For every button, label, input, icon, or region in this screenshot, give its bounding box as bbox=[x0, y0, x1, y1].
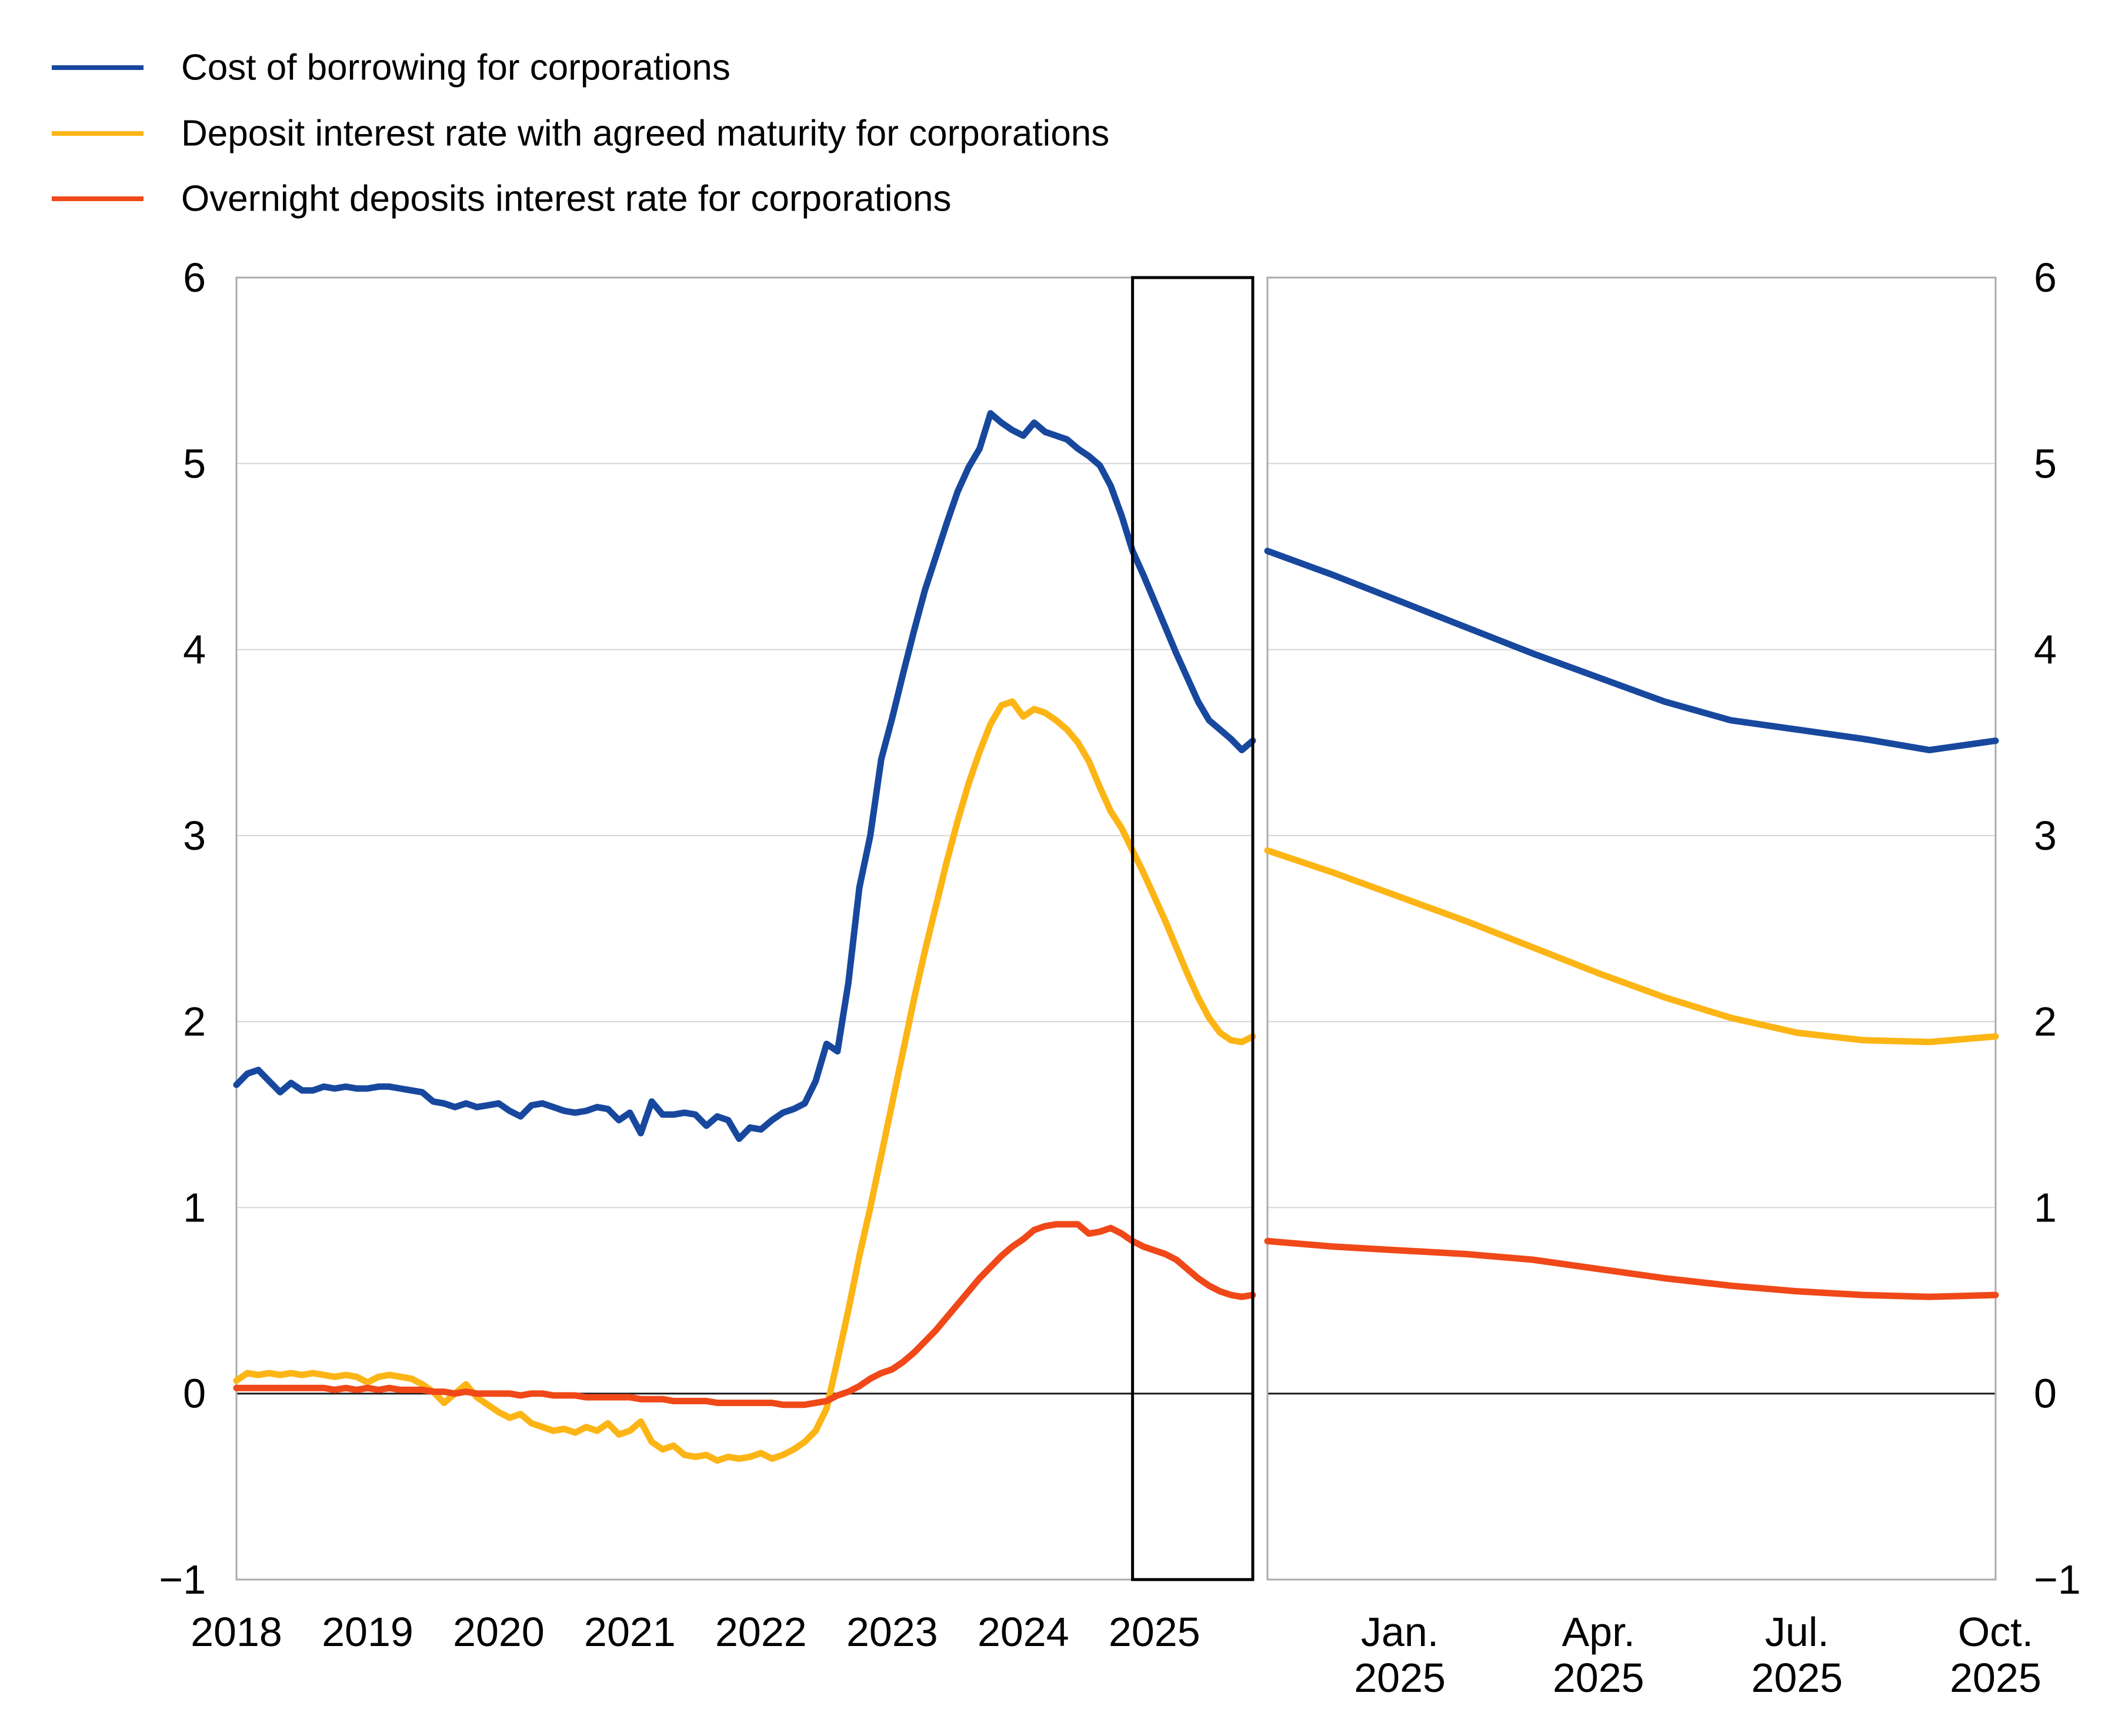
y-tick-label-right: 6 bbox=[2034, 255, 2057, 301]
x-tick-label-month: Oct. bbox=[1958, 1609, 2033, 1655]
x-tick-label-year: 2022 bbox=[715, 1609, 807, 1655]
legend-item: Overnight deposits interest rate for cor… bbox=[52, 179, 952, 219]
legend-label: Cost of borrowing for corporations bbox=[181, 48, 730, 88]
y-tick-label-right: −1 bbox=[2034, 1557, 2081, 1603]
y-tick-label-right: 2 bbox=[2034, 999, 2057, 1044]
highlight-box bbox=[1131, 276, 1255, 1581]
y-tick-label-right: 0 bbox=[2034, 1371, 2057, 1417]
x-tick-label-year: 2023 bbox=[846, 1609, 938, 1655]
x-tick-label-month: Jan. bbox=[1361, 1609, 1439, 1655]
y-tick-label-left: 2 bbox=[183, 999, 206, 1044]
series-line-cost-of-borrowing-for-corporations bbox=[1264, 547, 1999, 753]
x-tick-label-month-year: 2025 bbox=[1553, 1655, 1644, 1701]
right-panel: 6543210−1Jan.2025Apr.2025Jul.2025Oct.202… bbox=[1264, 255, 2081, 1701]
panel-frame bbox=[1266, 276, 1997, 1581]
x-tick-label-year: 2021 bbox=[584, 1609, 676, 1655]
y-tick-label-left: 0 bbox=[183, 1371, 206, 1417]
y-tick-label-left: 6 bbox=[183, 255, 206, 301]
x-tick-label-year: 2018 bbox=[191, 1609, 282, 1655]
x-tick-label-year: 2024 bbox=[978, 1609, 1069, 1655]
legend-label: Overnight deposits interest rate for cor… bbox=[181, 179, 952, 219]
x-tick-label-month-year: 2025 bbox=[1751, 1655, 1843, 1701]
y-tick-label-left: 3 bbox=[183, 813, 206, 859]
y-tick-label-right: 5 bbox=[2034, 440, 2057, 486]
series-line-overnight-deposits-interest-rate-for-corporations bbox=[233, 1221, 1256, 1408]
legend-item: Cost of borrowing for corporations bbox=[52, 48, 730, 88]
y-tick-label-right: 4 bbox=[2034, 627, 2057, 673]
x-tick-label-year: 2020 bbox=[453, 1609, 545, 1655]
x-tick-label-month-year: 2025 bbox=[1950, 1655, 2041, 1701]
series-line-deposit-interest-rate-with-agreed-maturity-for-corporations bbox=[233, 698, 1256, 1464]
y-tick-label-left: 5 bbox=[183, 440, 206, 486]
left-panel: 6 5 4 3 2 1 0 −1 2018 2019 2020 2021 2022 2023 2024 202… bbox=[159, 255, 1256, 1655]
series-line-overnight-deposits-interest-rate-for-corporations bbox=[1264, 1237, 1999, 1300]
y-tick-label-left: 1 bbox=[183, 1184, 206, 1230]
legend-label: Deposit interest rate with agreed maturi… bbox=[181, 113, 1109, 154]
y-tick-label-right: 1 bbox=[2034, 1184, 2057, 1230]
x-tick-label-year: 2019 bbox=[322, 1609, 413, 1655]
x-tick-label-year: 2025 bbox=[1109, 1609, 1200, 1655]
x-tick-label-month: Jul. bbox=[1765, 1609, 1829, 1655]
series-line-cost-of-borrowing-for-corporations bbox=[233, 410, 1256, 1142]
x-tick-label-month-year: 2025 bbox=[1354, 1655, 1446, 1701]
legend-item: Deposit interest rate with agreed maturi… bbox=[52, 113, 1109, 154]
y-tick-label-left: −1 bbox=[159, 1557, 206, 1603]
y-tick-label-right: 3 bbox=[2034, 813, 2057, 859]
series-line-deposit-interest-rate-with-agreed-maturity-for-corporations bbox=[1264, 847, 1999, 1046]
y-tick-label-left: 4 bbox=[183, 627, 206, 673]
x-tick-label-month: Apr. bbox=[1562, 1609, 1635, 1655]
legend: Cost of borrowing for corporations Deposi… bbox=[52, 48, 1109, 219]
